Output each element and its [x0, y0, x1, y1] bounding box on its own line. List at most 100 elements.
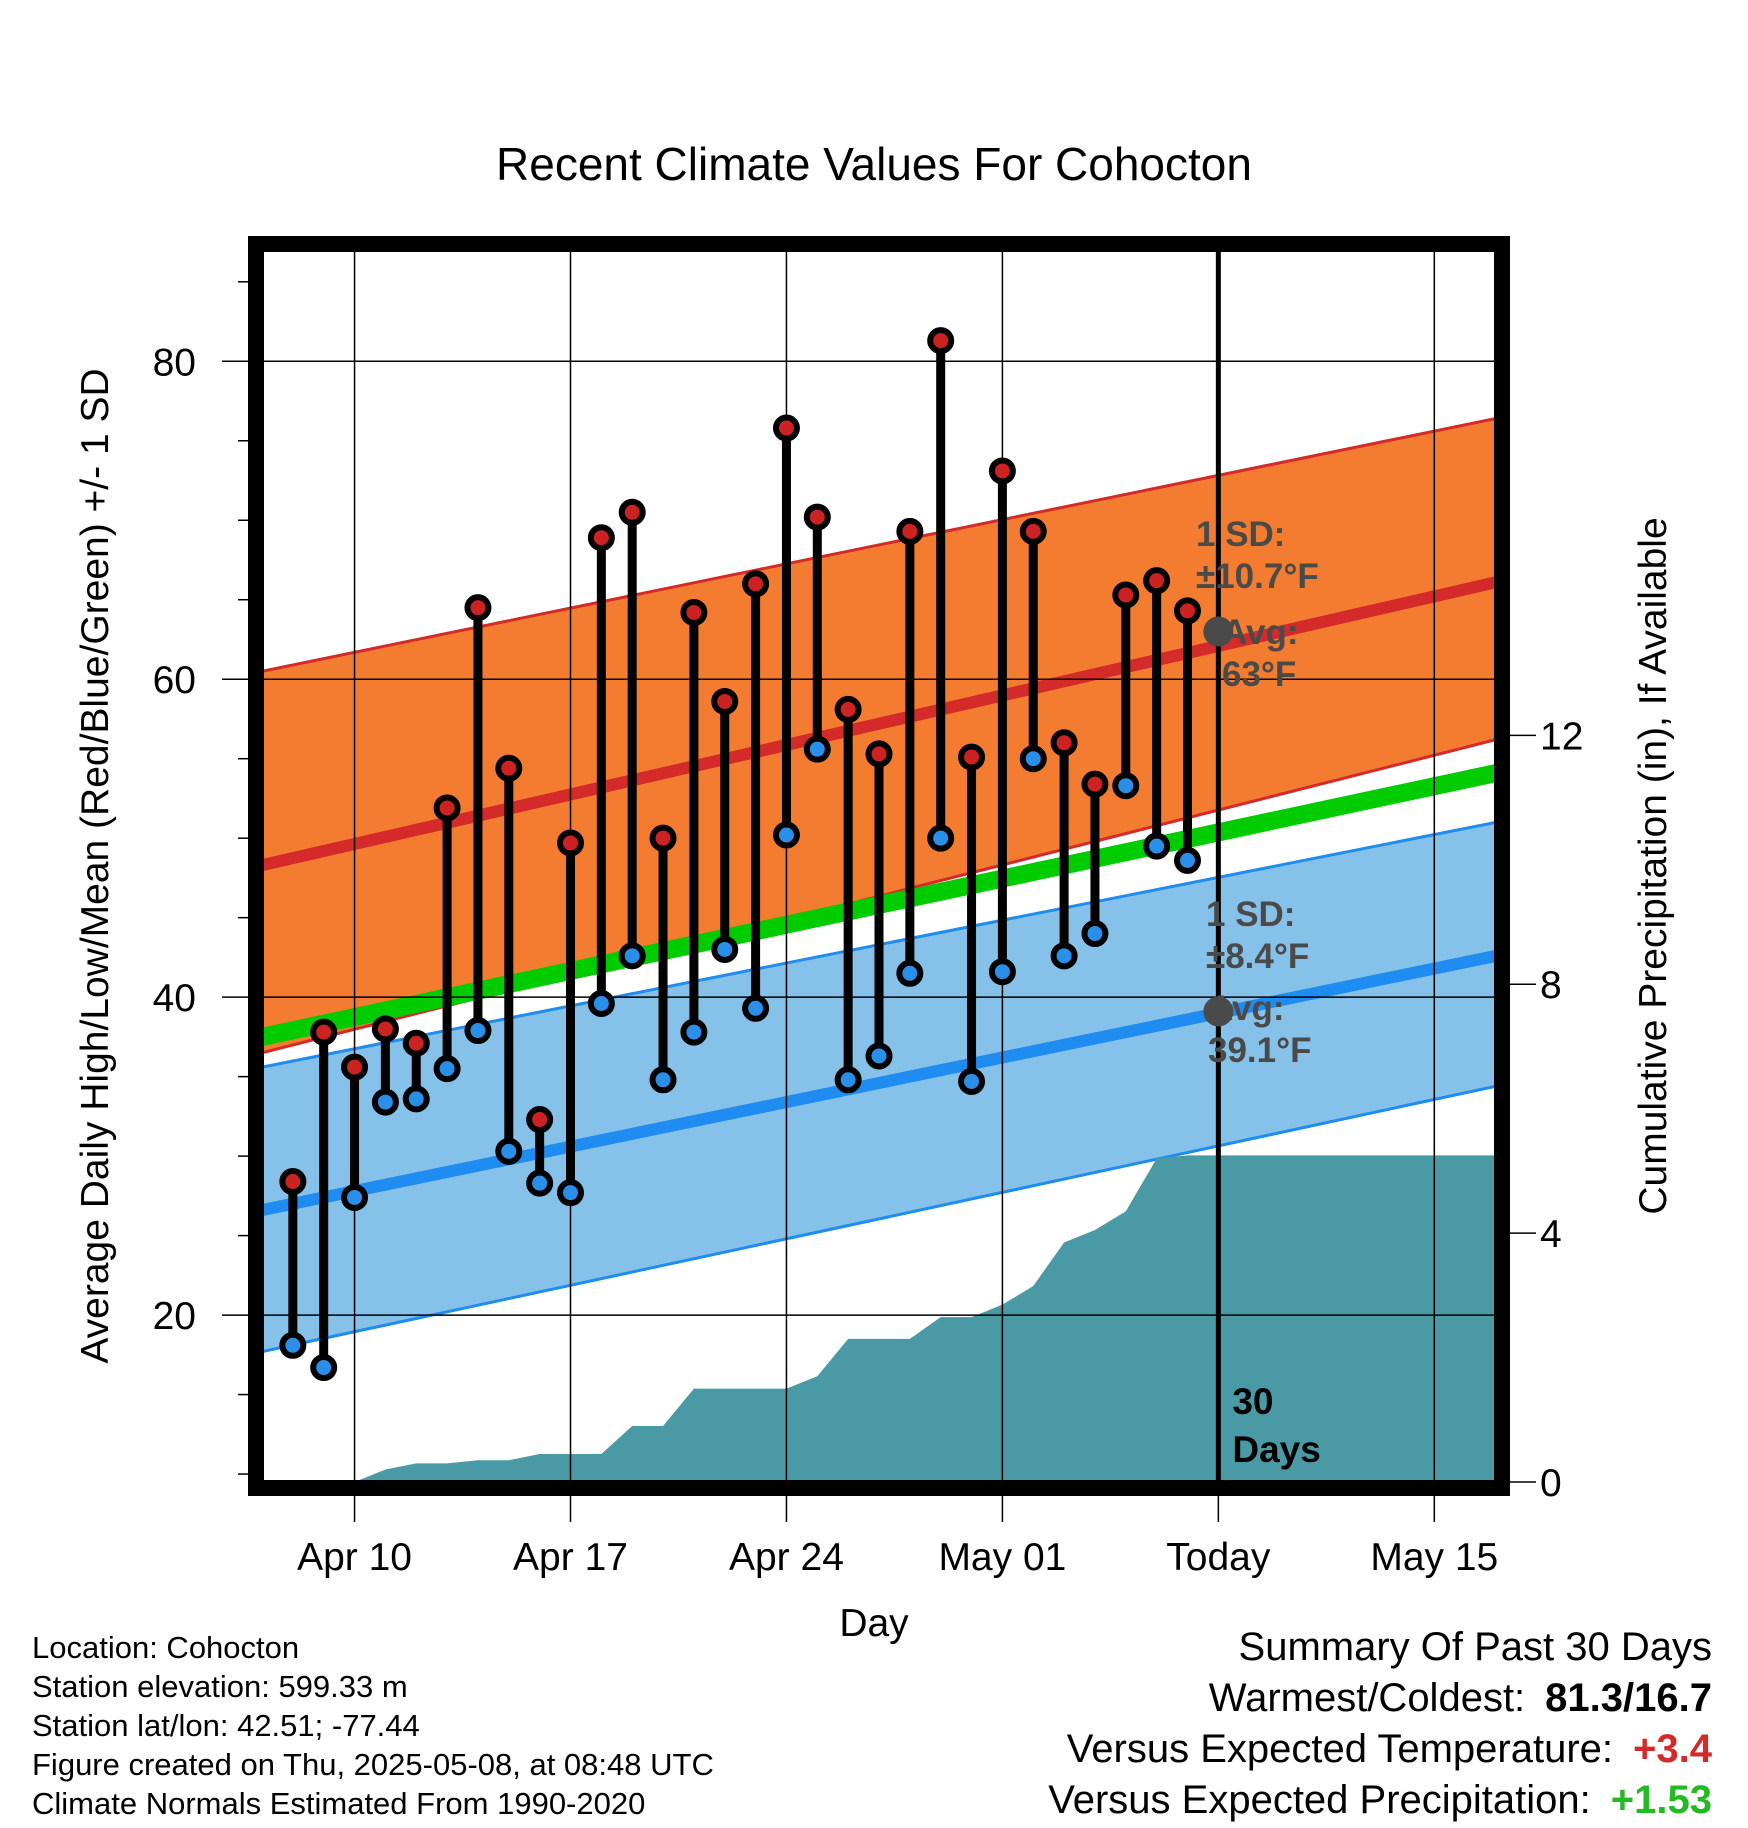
y-tick-label: 80 — [153, 341, 196, 384]
observed-high-point — [649, 824, 677, 852]
observed-high-point — [803, 503, 831, 531]
observed-low-point — [649, 1066, 677, 1094]
summary-warm-cold: Warmest/Coldest: 81.3/16.7 — [1048, 1673, 1712, 1724]
high-avg-dot — [1203, 616, 1234, 647]
observed-low-point — [526, 1169, 554, 1197]
precip-label: Versus Expected Precipitation: — [1048, 1778, 1591, 1822]
x-tick-label: Apr 10 — [297, 1536, 412, 1579]
summary-panel: Summary Of Past 30 Days Warmest/Coldest:… — [1048, 1622, 1712, 1826]
x-tick-label: Today — [1166, 1536, 1271, 1579]
observed-high-point — [865, 740, 893, 768]
observed-high-point — [896, 517, 924, 545]
observed-low-point — [1081, 920, 1109, 948]
low-sd-value: ±8.4°F — [1206, 937, 1309, 976]
observed-low-point — [680, 1018, 708, 1046]
low-sd-label: 1 SD: — [1206, 895, 1295, 934]
observed-low-point — [495, 1137, 523, 1165]
observed-high-point — [402, 1029, 430, 1057]
normal-high-line — [262, 576, 1496, 872]
precipitation-area — [292, 1155, 1496, 1482]
y-tick-label: 60 — [153, 659, 196, 702]
observed-high-point — [433, 794, 461, 822]
observed-low-point — [834, 1066, 862, 1094]
observed-low-point — [988, 958, 1016, 986]
high-sd-value: ±10.7°F — [1196, 557, 1319, 596]
observed-high-point — [526, 1106, 554, 1134]
high-sd-upper-line — [262, 417, 1496, 673]
observed-high-point — [587, 524, 615, 552]
y-tick-label: 40 — [153, 977, 196, 1020]
observed-low-point — [1019, 745, 1047, 773]
created-text: Figure created on Thu, 2025-05-08, at 08… — [32, 1747, 714, 1782]
station-info: Location: Cohocton Station elevation: 59… — [32, 1628, 714, 1823]
low-avg-dot — [1203, 996, 1234, 1027]
observed-high-point — [279, 1168, 307, 1196]
latlon-text: Station lat/lon: 42.51; -77.44 — [32, 1708, 420, 1743]
observed-high-point — [958, 743, 986, 771]
observed-low-point — [587, 990, 615, 1018]
y-axis-label: Average Daily High/Low/Mean (Red/Blue/Gr… — [74, 368, 117, 1363]
observed-high-point — [1174, 597, 1201, 625]
y2-axis-label: Cumulative Precipitation (in), If Availa… — [1632, 517, 1675, 1214]
chart-title: Recent Climate Values For Cohocton — [496, 138, 1252, 190]
warm-cold-value: 81.3/16.7 — [1545, 1676, 1712, 1720]
observed-low-point — [371, 1088, 399, 1116]
observed-low-point — [896, 959, 924, 987]
observed-high-point — [1143, 567, 1171, 595]
observed-low-point — [433, 1055, 461, 1083]
observed-low-point — [1174, 846, 1201, 874]
observed-high-point — [618, 498, 646, 526]
observed-low-point — [402, 1085, 430, 1113]
summary-title: Summary Of Past 30 Days — [1238, 1625, 1712, 1669]
observed-low-point — [1050, 942, 1078, 970]
observed-high-point — [557, 829, 584, 857]
today-days-label-line1: 30 — [1232, 1381, 1273, 1422]
low-sd-lower-line — [262, 1084, 1496, 1354]
low-avg-value: 39.1°F — [1208, 1031, 1312, 1070]
high-avg-value: 63°F — [1222, 655, 1296, 694]
observed-low-point — [742, 994, 770, 1022]
observed-low-point — [927, 824, 955, 852]
observed-low-point — [557, 1179, 584, 1207]
observed-high-point — [371, 1015, 399, 1043]
normals-text: Climate Normals Estimated From 1990-2020 — [32, 1786, 646, 1821]
observed-low-point — [618, 942, 646, 970]
observed-high-point — [711, 687, 739, 715]
y-tick-label: 20 — [153, 1295, 196, 1338]
observed-high-point — [1050, 729, 1078, 757]
location-text: Location: Cohocton — [32, 1630, 300, 1665]
elevation-text: Station elevation: 599.33 m — [32, 1669, 408, 1704]
y2-tick-label: 8 — [1540, 964, 1562, 1007]
y2-tick-label: 4 — [1540, 1213, 1562, 1256]
y2-tick-label: 0 — [1540, 1462, 1562, 1505]
temp-value: +3.4 — [1633, 1727, 1712, 1771]
low-avg-label: Avg: — [1208, 989, 1284, 1028]
observed-low-point — [958, 1067, 986, 1095]
observed-high-point — [464, 594, 492, 622]
observed-low-point — [865, 1042, 893, 1070]
observed-high-point — [680, 598, 708, 626]
temp-label: Versus Expected Temperature: — [1066, 1727, 1614, 1771]
observed-low-point — [803, 735, 831, 763]
observed-low-point — [464, 1017, 492, 1045]
normal-low-line — [262, 949, 1496, 1217]
precip-value: +1.53 — [1610, 1778, 1712, 1822]
x-tick-label: Apr 17 — [513, 1536, 628, 1579]
observed-high-point — [742, 570, 770, 598]
observed-high-point — [988, 457, 1016, 485]
observed-low-point — [310, 1354, 338, 1382]
observed-high-point — [310, 1018, 338, 1046]
observed-high-point — [495, 754, 523, 782]
x-tick-label: Apr 24 — [729, 1536, 844, 1579]
warm-cold-label: Warmest/Coldest: — [1208, 1676, 1526, 1720]
x-axis-label: Day — [839, 1602, 909, 1645]
observed-high-point — [1019, 517, 1047, 545]
observed-low-point — [1112, 772, 1140, 800]
plot-frame — [248, 236, 1510, 1496]
observed-low-point — [772, 821, 800, 849]
observed-high-point — [341, 1053, 369, 1081]
x-tick-label: May 15 — [1370, 1536, 1498, 1579]
y2-tick-label: 12 — [1540, 715, 1583, 758]
high-avg-label: Avg: — [1222, 613, 1298, 652]
